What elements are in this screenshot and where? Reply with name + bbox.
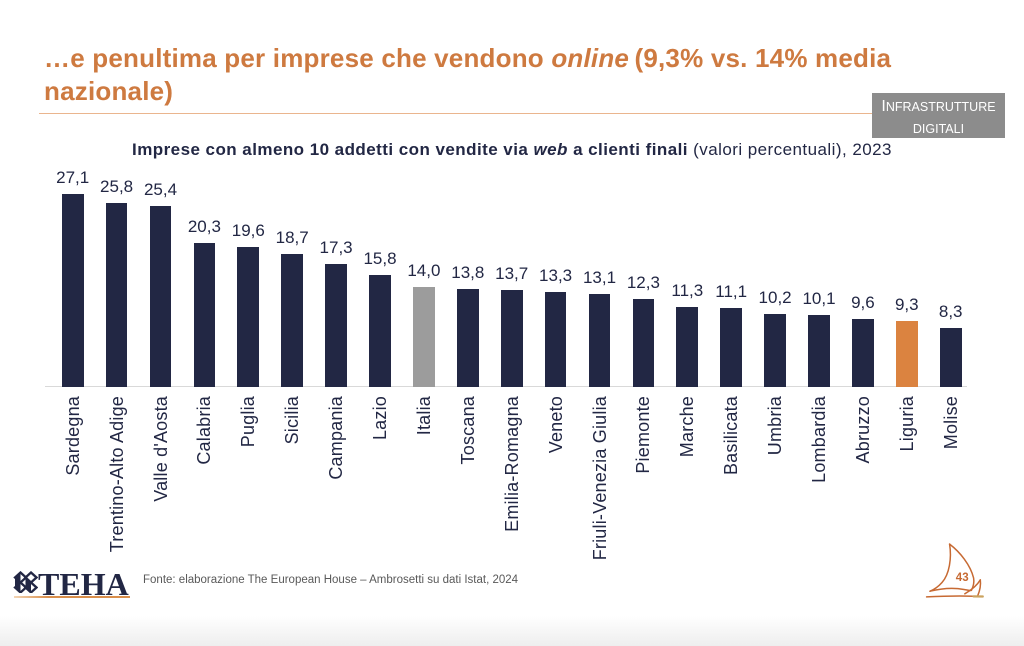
svg-text:43: 43 bbox=[956, 572, 969, 584]
